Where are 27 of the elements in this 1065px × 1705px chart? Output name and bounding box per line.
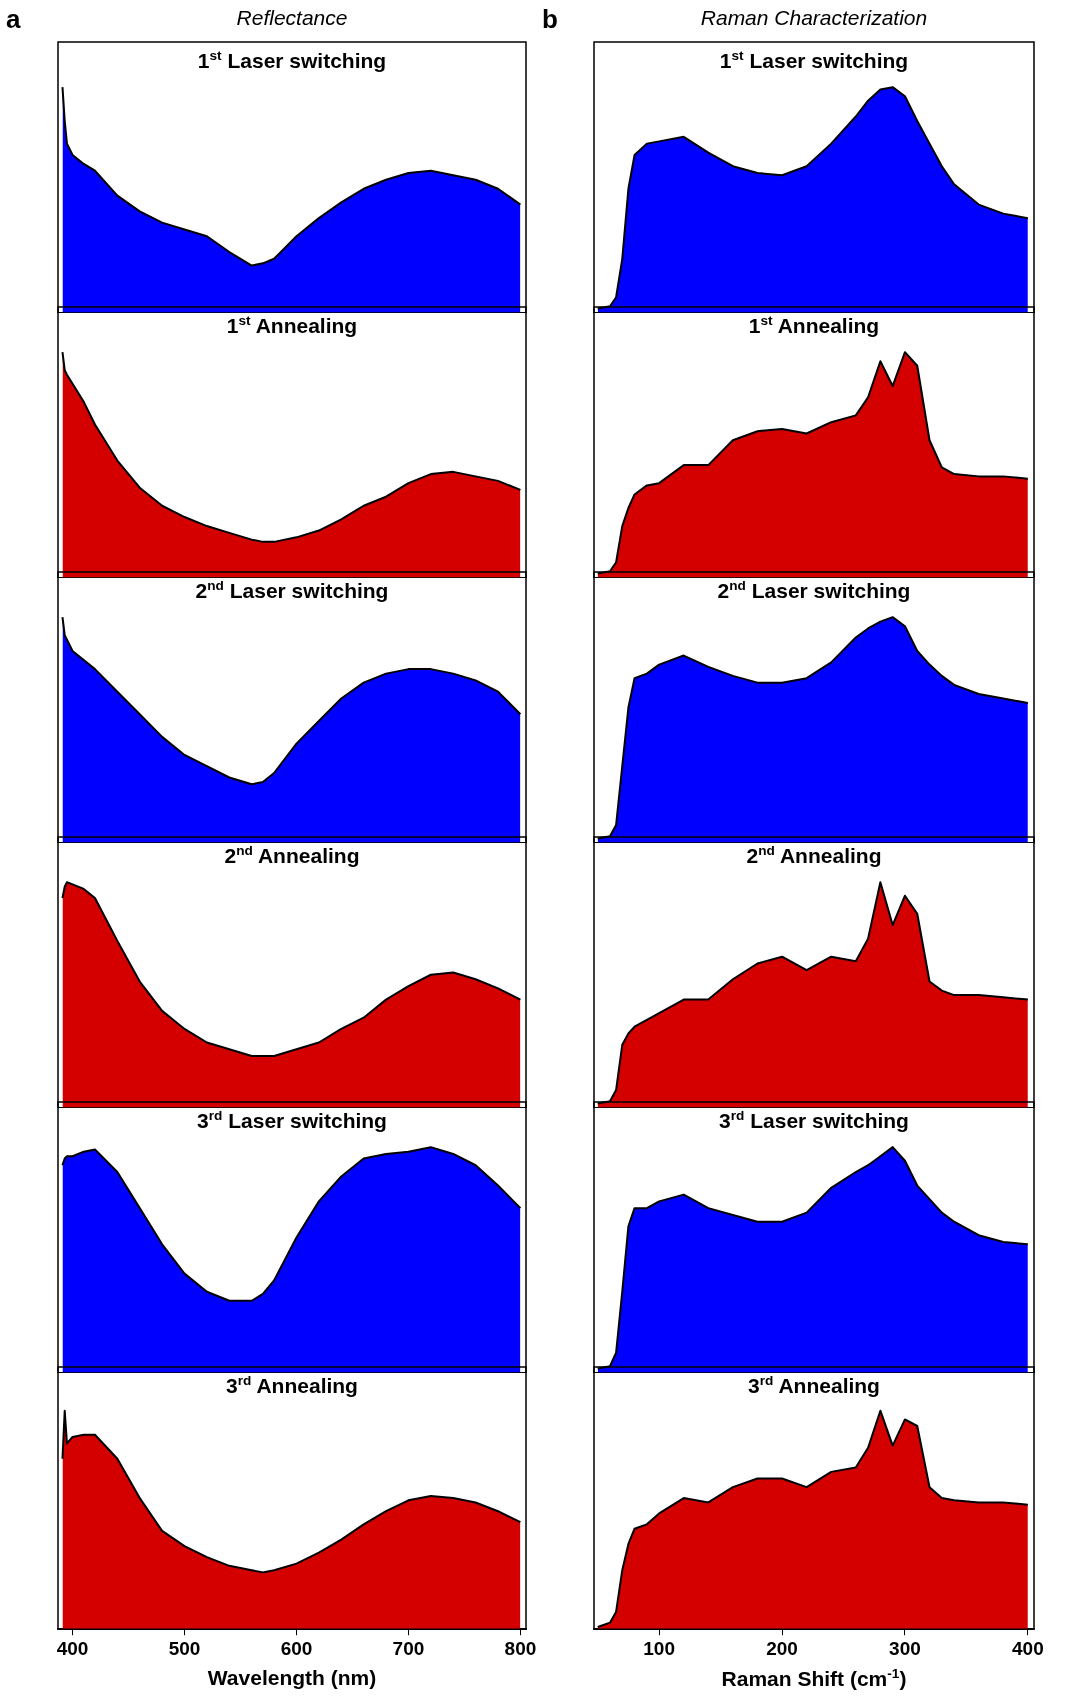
x-axis-title: Wavelength (nm)	[207, 1666, 377, 1690]
text: Raman Characterization	[700, 6, 928, 30]
x-tick-label: 500	[168, 1637, 201, 1659]
chart-title: 1$^{st}$ Laser switching	[719, 48, 909, 73]
x-tick-label: 400	[56, 1637, 89, 1659]
chart-title: 3$^{rd}$ Annealing	[226, 1373, 358, 1398]
chart-title: 2$^{nd}$ Laser switching	[717, 578, 911, 603]
text: a	[6, 4, 21, 35]
chart-title: 2$^{nd}$ Laser switching	[195, 578, 389, 603]
x-tick-label: 200	[766, 1637, 798, 1659]
chart-title: 2$^{nd}$ Annealing	[224, 843, 360, 868]
x-axis-title: Raman Shift (cm$^{-1}$)	[721, 1666, 907, 1691]
x-tick-label: 100	[643, 1637, 675, 1659]
x-tick-label: 300	[889, 1637, 921, 1659]
chart-title: 1$^{st}$ Laser switching	[197, 48, 387, 73]
chart-title: 1$^{st}$ Annealing	[748, 313, 880, 338]
chart-title: 3$^{rd}$ Annealing	[748, 1373, 880, 1398]
text: b	[542, 4, 558, 35]
chart-title: 3$^{rd}$ Laser switching	[197, 1108, 387, 1133]
chart-title: 2$^{nd}$ Annealing	[746, 843, 882, 868]
x-tick-label: 800	[504, 1637, 537, 1659]
chart-title: 1$^{st}$ Annealing	[226, 313, 358, 338]
text: Reflectance	[236, 6, 348, 30]
x-tick-label: 600	[280, 1637, 313, 1659]
x-tick-label: 700	[392, 1637, 425, 1659]
x-tick-label: 400	[1012, 1637, 1044, 1659]
chart-title: 3$^{rd}$ Laser switching	[719, 1108, 909, 1133]
